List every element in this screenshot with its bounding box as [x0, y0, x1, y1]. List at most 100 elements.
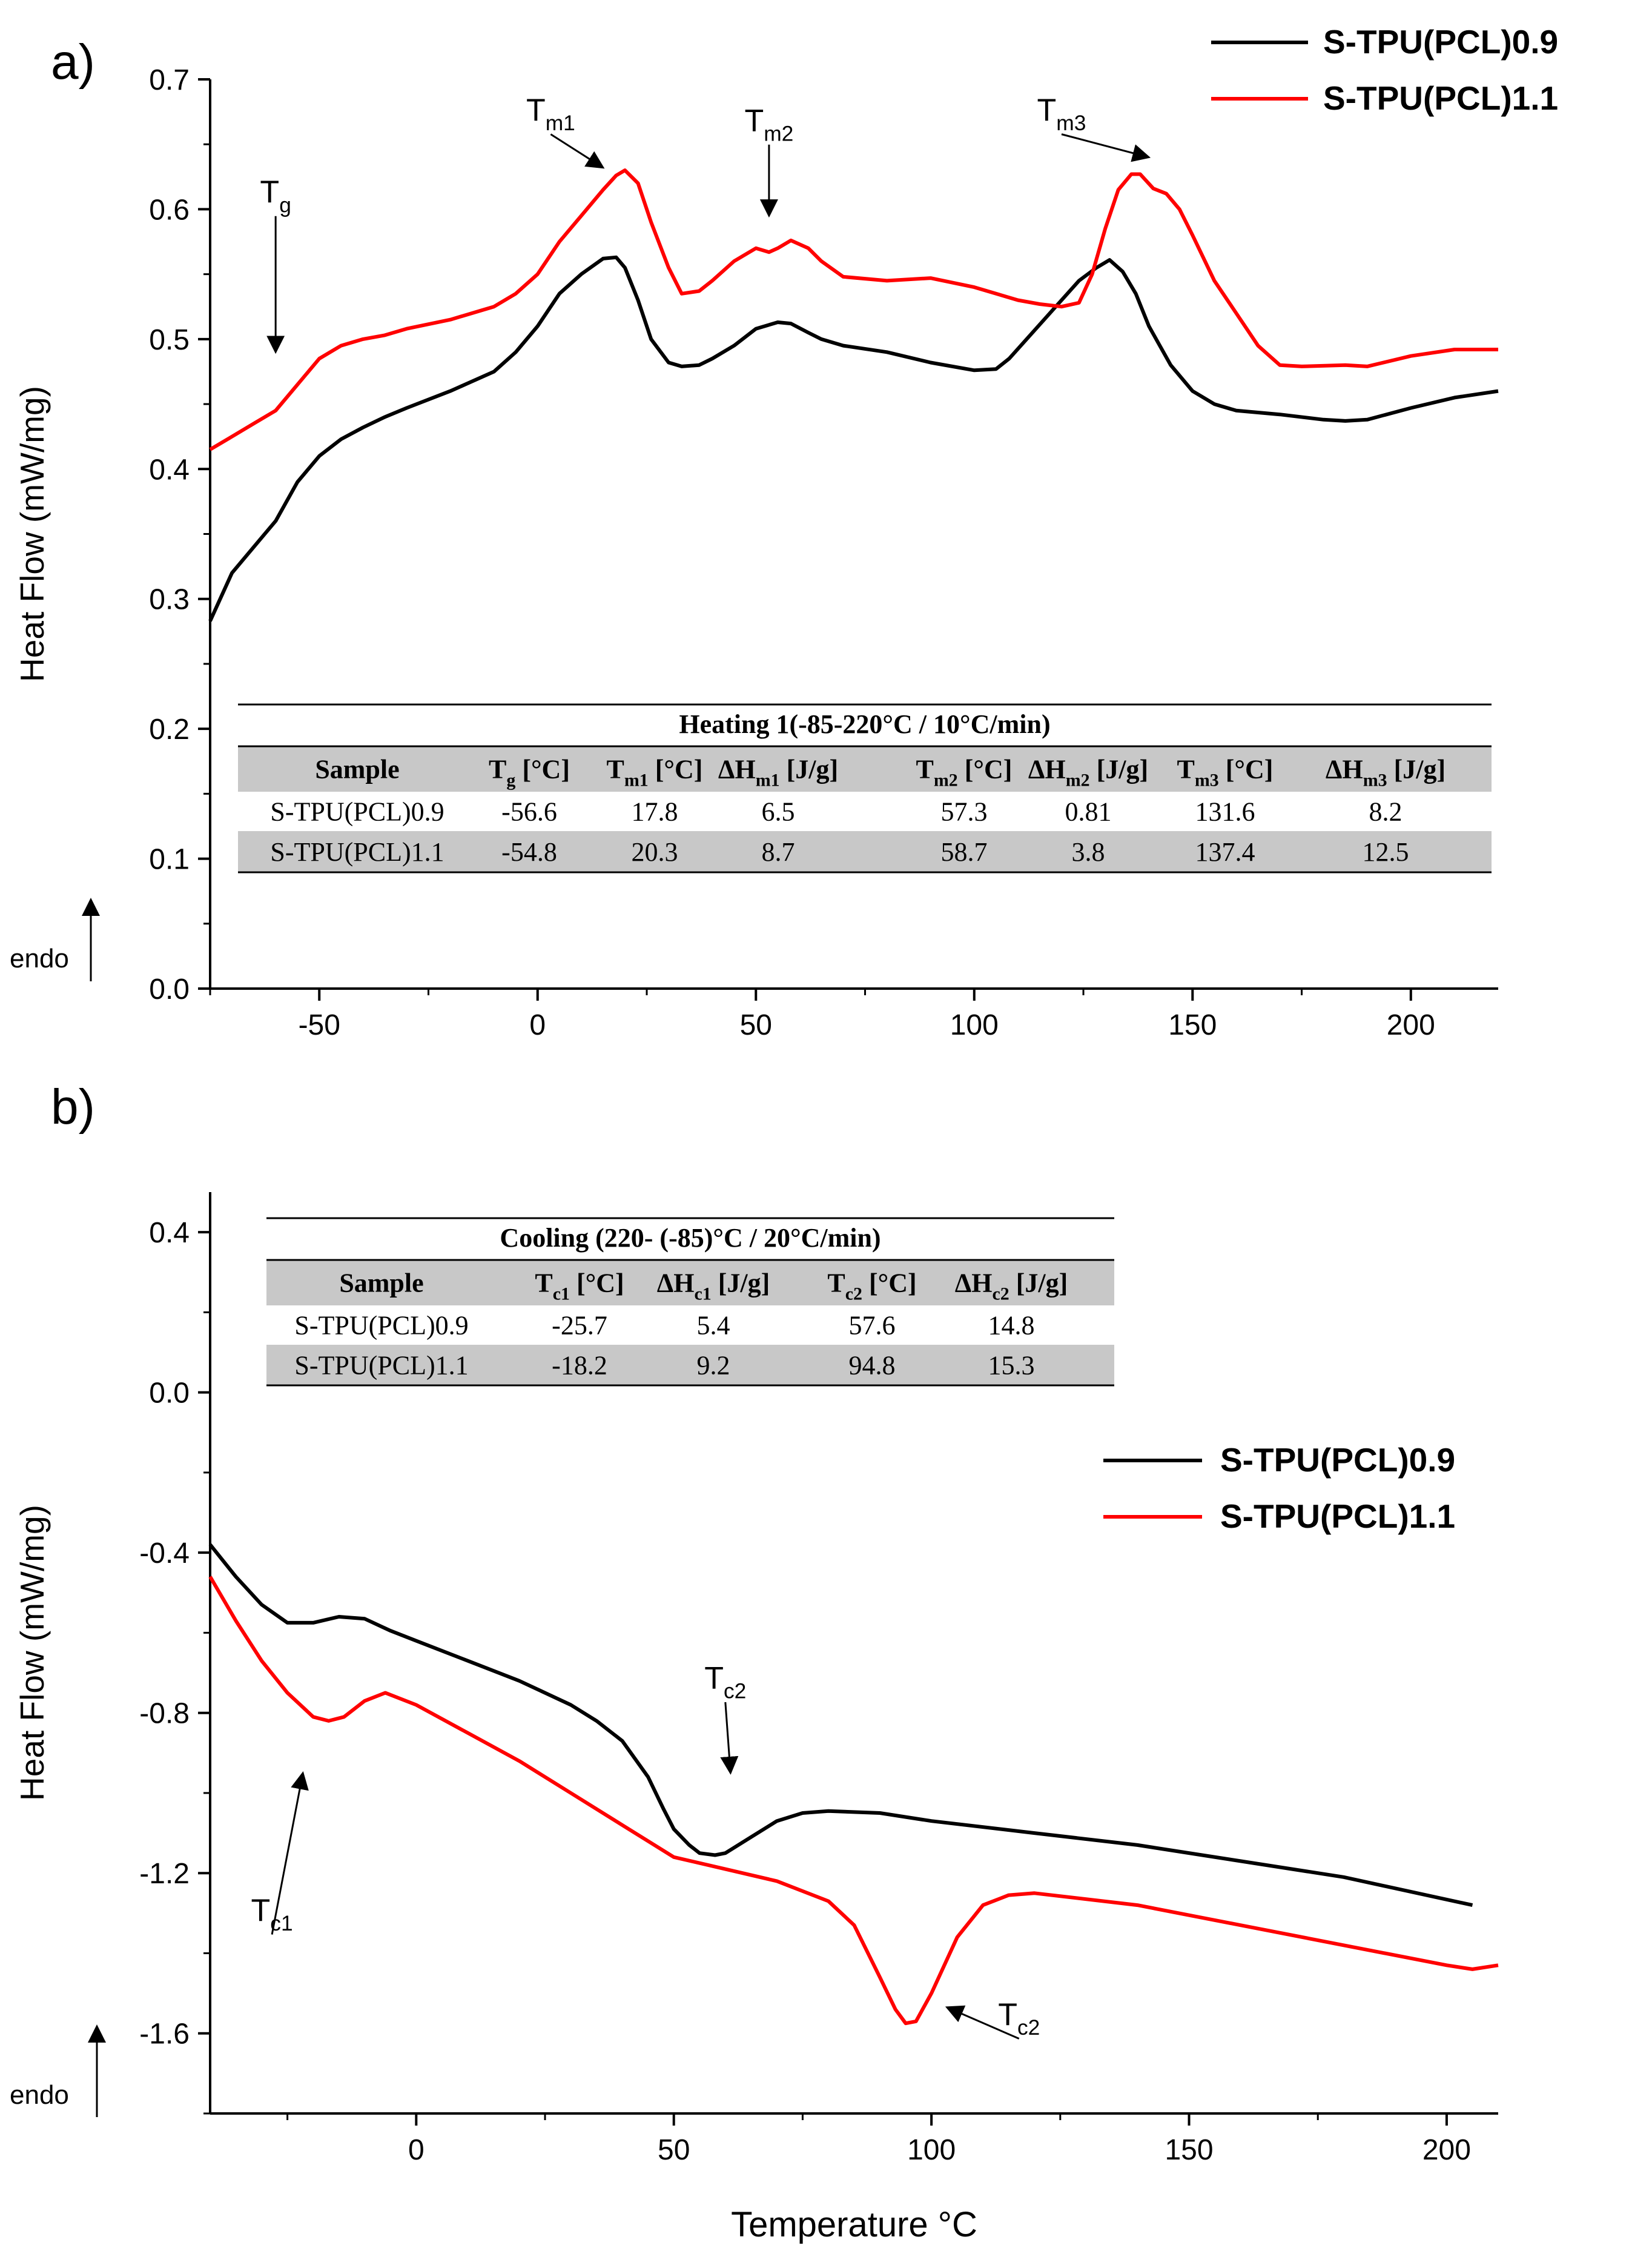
table-cell: -25.7 [552, 1311, 607, 1341]
table-row-bg [238, 831, 1492, 872]
x-tick-label: 150 [1165, 2134, 1213, 2166]
table-cell: -18.2 [552, 1351, 607, 1381]
annotation-arrow [271, 1771, 309, 1935]
x-tick-label: 100 [907, 2134, 956, 2166]
endo-label: endo [10, 944, 69, 973]
inset-table: Heating 1(-85-220°C / 10°C/min) Sample Tg … [238, 703, 1492, 873]
table-title: Heating 1(-85-220°C / 10°C/min) [679, 709, 1050, 739]
series-line-2 [209, 168, 1498, 451]
table-column-header: Tc2 [°C] [827, 1268, 916, 1304]
legend-entry: S-TPU(PCL)0.9 [1220, 1441, 1455, 1479]
table-column-header: ΔHc1 [J/g] [657, 1268, 770, 1304]
table-column-header: Sample [339, 1268, 423, 1298]
table-cell: 137.4 [1195, 837, 1255, 867]
table-cell: 17.8 [632, 797, 678, 827]
series-line-1 [208, 1543, 1473, 1908]
y-tick-label: -1.6 [139, 2018, 190, 2050]
y-tick-label: -0.4 [139, 1537, 190, 1570]
table-row-bg [266, 1345, 1114, 1385]
annotation-arrow [945, 2005, 1020, 2040]
table-column-header: ΔHc2 [J/g] [955, 1268, 1068, 1304]
table-column-header: ΔHm1 [J/g] [718, 755, 838, 791]
annotation-arrow [550, 133, 605, 169]
y-tick-label: 0.2 [149, 714, 190, 746]
y-axis-label: Heat Flow (mW/mg) [13, 386, 51, 682]
table-column-header: Tm3 [°C] [1177, 755, 1274, 791]
table-header-bg [238, 746, 1492, 792]
table-cell: S-TPU(PCL)0.9 [270, 797, 444, 827]
y-tick-label: 0.5 [149, 324, 190, 356]
table-column-header: Tm2 [°C] [916, 755, 1013, 791]
transition-annotation: Tm1 [526, 93, 575, 136]
y-tick-label: -0.8 [139, 1698, 190, 1730]
panel-a-heating-chart: a) 0.0 0.1 0.2 0.3 0.4 0.5 0.6 0.7 -50 0 50 100 150 20… [10, 23, 1558, 1041]
table-cell: S-TPU(PCL)1.1 [270, 837, 444, 867]
x-tick-label: 150 [1168, 1009, 1217, 1041]
y-tick-label: 0.0 [149, 1377, 190, 1410]
table-cell: -54.8 [501, 837, 557, 867]
table-cell: 57.3 [941, 797, 988, 827]
x-tick-label: 0 [408, 2134, 425, 2166]
table-cell: 8.7 [762, 837, 795, 867]
legend-entry: S-TPU(PCL)0.9 [1323, 23, 1558, 61]
table-column-header: Tg [°C] [489, 755, 570, 791]
table-cell: 8.2 [1369, 797, 1403, 827]
table-cell: 6.5 [762, 797, 795, 827]
x-tick-label: 200 [1422, 2134, 1471, 2166]
table-cell: 94.8 [849, 1351, 896, 1381]
x-tick-label: 0 [529, 1009, 546, 1041]
x-tick-label: -50 [299, 1009, 340, 1041]
table-title: Cooling (220- (-85)°C / 20°C/min) [500, 1223, 881, 1253]
legend-entry: S-TPU(PCL)1.1 [1323, 79, 1558, 117]
table-cell: 14.8 [988, 1311, 1035, 1341]
y-tick-label: 0.3 [149, 584, 190, 616]
annotation-arrow [1061, 133, 1151, 162]
endo-label: endo [10, 2080, 69, 2110]
x-tick-label: 50 [740, 1009, 772, 1041]
table-cell: 57.6 [849, 1311, 896, 1341]
panel-label: b) [51, 1079, 95, 1135]
series-line-1 [208, 255, 1499, 622]
annotation-arrow [720, 1702, 739, 1775]
table-cell: 5.4 [697, 1311, 730, 1341]
table-column-header: Tm1 [°C] [607, 755, 703, 791]
table-cell: 131.6 [1195, 797, 1255, 827]
table-cell: -56.6 [501, 797, 557, 827]
table-column-header: Tc1 [°C] [535, 1268, 624, 1304]
transition-annotation: Tm3 [1037, 93, 1086, 136]
y-tick-label: 0.7 [149, 64, 190, 96]
y-tick-label: 0.0 [149, 973, 190, 1006]
table-cell: 9.2 [697, 1351, 730, 1381]
table-cell: 58.7 [941, 837, 988, 867]
x-tick-label: 200 [1387, 1009, 1435, 1041]
y-tick-label: 0.4 [149, 454, 190, 486]
table-cell: 15.3 [988, 1351, 1035, 1381]
table-cell: 3.8 [1072, 837, 1105, 867]
table-header-bg [266, 1260, 1114, 1305]
y-axis-label: Heat Flow (mW/mg) [13, 1505, 51, 1801]
panel-label: a) [51, 35, 95, 90]
table-column-header: ΔHm3 [J/g] [1326, 755, 1446, 791]
y-tick-label: 0.4 [149, 1217, 190, 1249]
table-column-header: ΔHm2 [J/g] [1028, 755, 1148, 791]
table-cell: 12.5 [1363, 837, 1409, 867]
transition-annotation: Tc1 [251, 1894, 293, 1936]
x-axis-label: Temperature °C [731, 2205, 977, 2244]
panel-b-cooling-chart: b) -1.6 -1.2 -0.8 -0.4 0.0 0.4 0 50 100 150 200 Heat… [10, 1079, 1499, 2244]
table-column-header: Sample [315, 755, 399, 784]
x-tick-label: 100 [950, 1009, 999, 1041]
legend-entry: S-TPU(PCL)1.1 [1220, 1497, 1455, 1535]
series-line-2 [208, 1576, 1499, 2026]
inset-table: Cooling (220- (-85)°C / 20°C/min) Sample T… [266, 1217, 1114, 1387]
transition-annotation: Tm2 [744, 104, 793, 146]
table-cell: S-TPU(PCL)0.9 [294, 1311, 468, 1341]
table-cell: S-TPU(PCL)1.1 [294, 1351, 468, 1381]
table-cell: 0.81 [1065, 797, 1112, 827]
transition-annotation: Tc2 [998, 1998, 1040, 2040]
table-cell: 20.3 [632, 837, 678, 867]
x-tick-label: 50 [658, 2134, 690, 2166]
y-tick-label: 0.6 [149, 194, 190, 226]
y-tick-label: 0.1 [149, 844, 190, 876]
y-tick-label: -1.2 [139, 1858, 190, 1890]
